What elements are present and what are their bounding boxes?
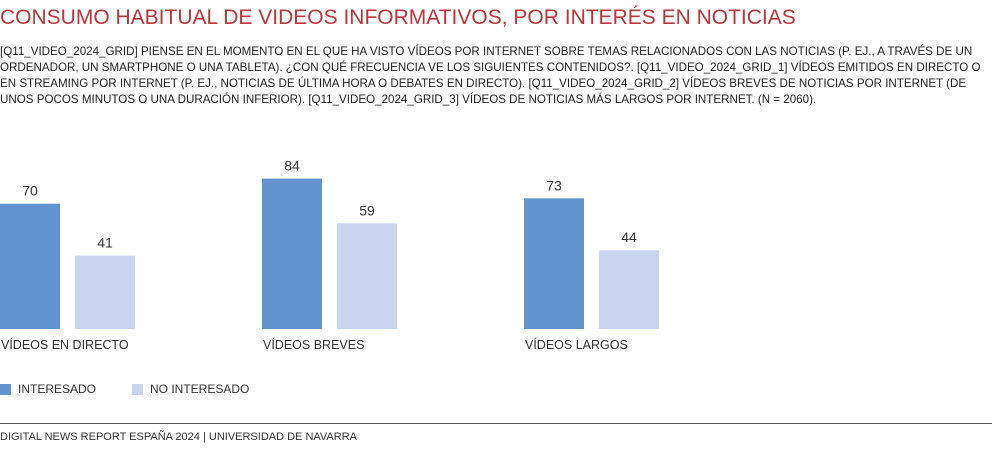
bar-interesado-videos-en-directo <box>0 203 60 329</box>
legend-label-no-interesado: NO INTERESADO <box>150 382 250 396</box>
value-label-interesado-videos-en-directo: 70 <box>22 183 38 199</box>
legend: INTERESADO NO INTERESADO <box>0 380 285 398</box>
footer-divider <box>0 423 992 424</box>
category-label-videos-largos: VÍDEOS LARGOS <box>525 337 628 352</box>
category-label-videos-en-directo: VÍDEOS EN DIRECTO <box>1 337 129 352</box>
legend-swatch-interesado <box>0 383 11 395</box>
legend-item-no-interesado: NO INTERESADO <box>132 382 249 396</box>
bar-no-interesado-videos-en-directo <box>75 255 135 329</box>
value-label-no-interesado-videos-largos: 44 <box>621 229 637 245</box>
bar-no-interesado-videos-breves <box>337 223 397 329</box>
legend-swatch-no-interesado <box>132 383 144 395</box>
footer-source: DIGITAL NEWS REPORT ESPAÑA 2024 | UNIVER… <box>0 431 357 443</box>
legend-item-interesado: INTERESADO <box>0 382 96 396</box>
bar-no-interesado-videos-largos <box>599 250 659 329</box>
value-label-interesado-videos-largos: 73 <box>546 177 562 193</box>
value-label-no-interesado-videos-en-directo: 41 <box>97 235 113 251</box>
bar-interesado-videos-breves <box>262 178 322 329</box>
value-label-no-interesado-videos-breves: 59 <box>359 202 375 218</box>
category-label-videos-breves: VÍDEOS BREVES <box>263 337 364 352</box>
bar-chart: 70 41 VÍDEOS EN DIRECTO 84 59 VÍDEOS BREVES 73… <box>0 158 659 352</box>
value-label-interesado-videos-breves: 84 <box>284 158 300 174</box>
legend-label-interesado: INTERESADO <box>18 382 97 396</box>
chart-title: CONSUMO HABITUAL DE VIDEOS INFORMATIVOS,… <box>0 6 796 29</box>
chart-subtitle: [Q11_VIDEO_2024_GRID] PIENSE EN EL MOMEN… <box>0 45 981 106</box>
bar-interesado-videos-largos <box>524 198 584 329</box>
